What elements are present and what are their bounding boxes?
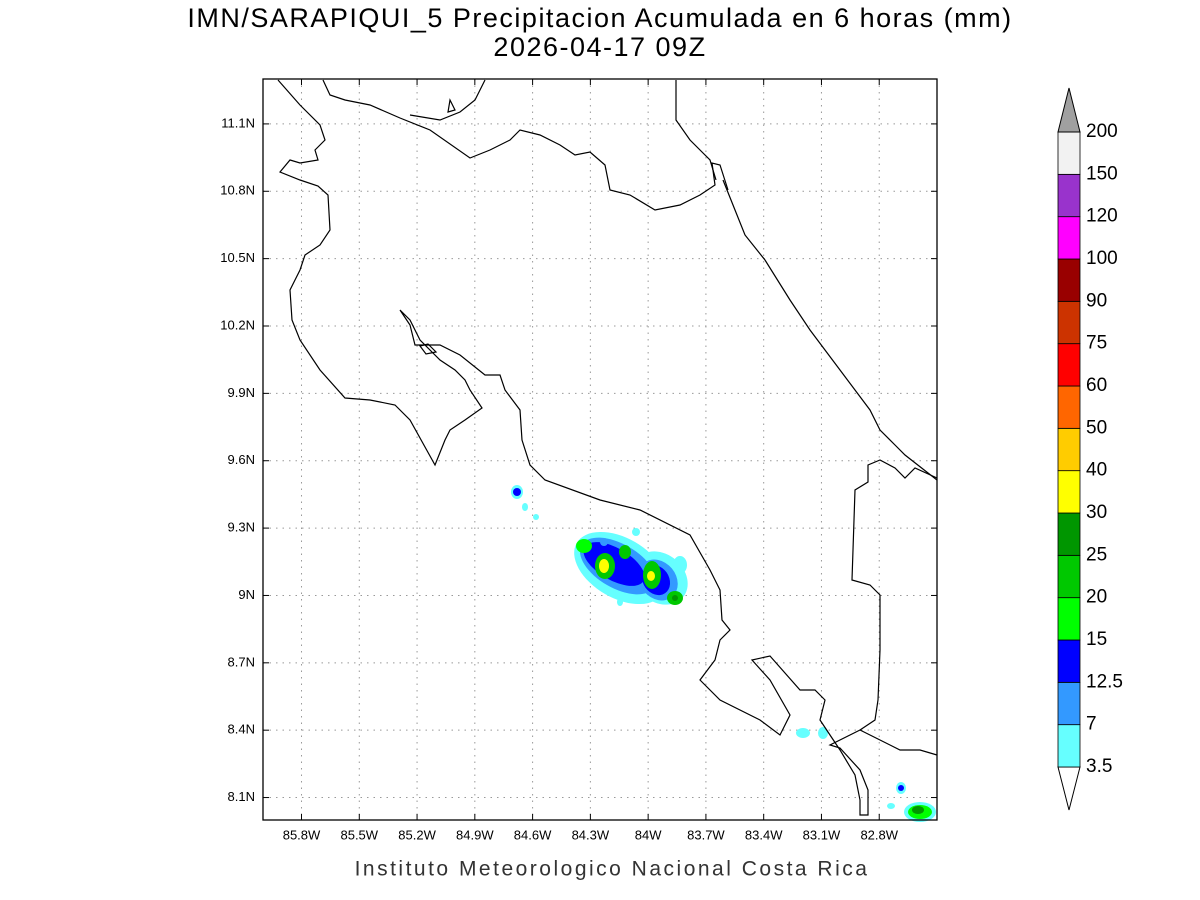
colorbar-label: 60: [1086, 375, 1107, 396]
colorbar: 3.5 7 12.5 15 20 25 30 40 50 60 75 90 100 120 150 200: [1057, 87, 1123, 811]
colorbar-under: [1057, 766, 1081, 811]
colorbar-box: [1057, 554, 1081, 599]
x-tick-label: 84.6W: [514, 827, 552, 842]
colorbar-box: [1057, 512, 1081, 556]
colorbar-box: [1057, 427, 1081, 472]
colorbar-label: 200: [1086, 121, 1118, 142]
map-frame: [262, 78, 938, 821]
colorbar-box: [1057, 216, 1081, 260]
y-tick-label: 10.8N: [220, 183, 255, 198]
coastline: [277, 79, 938, 816]
y-tick-label: 9.3N: [228, 520, 255, 535]
y-tick-label: 11.1N: [221, 115, 255, 130]
y-tick-label: 9.9N: [228, 385, 255, 400]
colorbar-box: [1057, 470, 1081, 514]
x-tick-label: 84W: [635, 827, 662, 842]
title: IMN/SARAPIQUI_5 Precipitacion Acumulada …: [187, 3, 1012, 33]
colorbar-box: [1057, 343, 1081, 387]
colorbar-label: 7: [1086, 714, 1097, 735]
colorbar-label: 75: [1086, 333, 1107, 354]
x-tick-label: 85.2W: [398, 827, 436, 842]
colorbar-box: [1057, 173, 1081, 218]
x-tick-label: 83.1W: [803, 827, 841, 842]
colorbar-label: 25: [1086, 544, 1107, 565]
y-tick-label: 10.5N: [220, 250, 255, 265]
colorbar-box: [1057, 724, 1081, 768]
x-tick-label: 85.5W: [340, 827, 378, 842]
colorbar-box: [1057, 385, 1081, 429]
colorbar-label: 120: [1086, 206, 1118, 227]
precipitation: [511, 485, 936, 822]
x-tick-label: 83.7W: [687, 827, 725, 842]
grid: [263, 79, 937, 820]
y-tick-label: 9N: [238, 587, 255, 602]
footer: Instituto Meteorologico Nacional Costa R…: [355, 858, 870, 881]
x-tick-label: 85.8W: [283, 827, 321, 842]
y-tick-label: 10.2N: [220, 317, 255, 332]
colorbar-box: [1057, 597, 1081, 641]
x-tick-label: 84.9W: [456, 827, 494, 842]
colorbar-label: 90: [1086, 290, 1107, 311]
colorbar-label: 3.5: [1086, 756, 1112, 777]
subtitle: 2026-04-17 09Z: [493, 32, 706, 62]
colorbar-over: [1057, 87, 1081, 133]
colorbar-label: 30: [1086, 502, 1107, 523]
x-tick-label: 84.3W: [572, 827, 610, 842]
colorbar-box: [1057, 300, 1081, 345]
y-tick-label: 8.7N: [228, 654, 255, 669]
colorbar-box: [1057, 681, 1081, 726]
x-tick-label: 83.4W: [745, 827, 783, 842]
colorbar-label: 50: [1086, 417, 1107, 438]
colorbar-box: [1057, 258, 1081, 302]
colorbar-label: 150: [1086, 163, 1118, 184]
axes: 85.8W 85.5W 85.2W 84.9W 84.6W 84.3W 84W 83.7W 83…: [220, 79, 937, 842]
y-tick-label: 8.4N: [228, 722, 255, 737]
colorbar-label: 100: [1086, 248, 1118, 269]
colorbar-label: 20: [1086, 587, 1107, 608]
colorbar-label: 12.5: [1086, 671, 1123, 692]
x-tick-label: 82.8W: [860, 827, 898, 842]
y-tick-label: 9.6N: [228, 452, 255, 467]
colorbar-label: 40: [1086, 460, 1107, 481]
colorbar-box: [1057, 639, 1081, 683]
colorbar-label: 15: [1086, 629, 1107, 650]
colorbar-box: [1057, 131, 1081, 175]
y-tick-label: 8.1N: [228, 789, 255, 804]
